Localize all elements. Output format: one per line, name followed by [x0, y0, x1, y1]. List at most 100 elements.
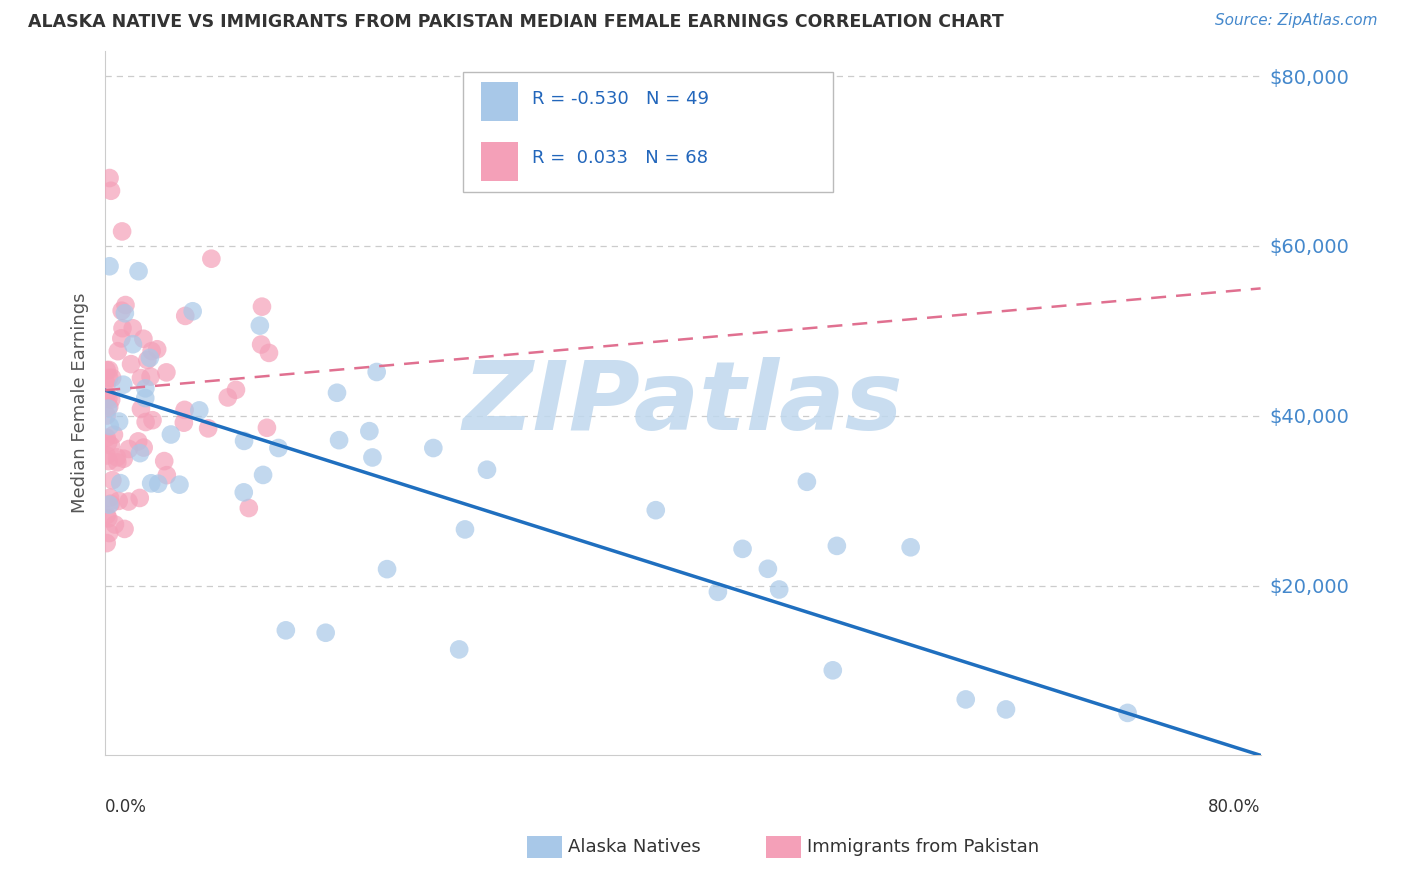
Point — [821, 663, 844, 677]
Point — [250, 300, 273, 314]
Point — [101, 473, 124, 487]
Point — [796, 475, 818, 489]
Point — [97, 401, 120, 416]
Point — [97, 435, 120, 450]
Point — [731, 541, 754, 556]
Point — [454, 523, 477, 537]
Point — [96, 449, 118, 463]
Point — [449, 642, 471, 657]
Point — [98, 259, 121, 273]
Point — [112, 451, 135, 466]
Point — [707, 584, 730, 599]
Point — [217, 391, 239, 405]
Point — [111, 224, 134, 238]
Point — [96, 536, 118, 550]
FancyBboxPatch shape — [481, 143, 517, 181]
Text: Alaska Natives: Alaska Natives — [568, 838, 700, 855]
Point — [249, 318, 271, 333]
Point — [112, 377, 135, 392]
Point — [129, 402, 152, 417]
Text: ALASKA NATIVE VS IMMIGRANTS FROM PAKISTAN MEDIAN FEMALE EARNINGS CORRELATION CHA: ALASKA NATIVE VS IMMIGRANTS FROM PAKISTA… — [28, 13, 1004, 31]
Point — [108, 415, 131, 429]
Point — [134, 391, 156, 405]
Point — [98, 171, 121, 186]
Text: R =  0.033   N = 68: R = 0.033 N = 68 — [531, 149, 707, 167]
Text: ZIPatlas: ZIPatlas — [463, 357, 903, 450]
Point — [200, 252, 222, 266]
Point — [97, 454, 120, 468]
Point — [232, 485, 254, 500]
Point — [96, 363, 118, 377]
Point — [188, 403, 211, 417]
Point — [315, 625, 337, 640]
Point — [100, 184, 122, 198]
Point — [100, 497, 122, 511]
Point — [110, 476, 132, 491]
Point — [100, 438, 122, 452]
Text: 80.0%: 80.0% — [1208, 797, 1261, 815]
Point — [114, 522, 136, 536]
Point — [173, 416, 195, 430]
Point — [173, 403, 195, 417]
Point — [111, 303, 134, 318]
Point — [128, 264, 150, 278]
Text: Immigrants from Pakistan: Immigrants from Pakistan — [807, 838, 1039, 855]
Point — [257, 346, 280, 360]
Point — [141, 476, 163, 491]
Point — [197, 421, 219, 435]
Point — [274, 624, 297, 638]
Point — [98, 498, 121, 512]
Y-axis label: Median Female Earnings: Median Female Earnings — [72, 293, 89, 513]
Point — [141, 344, 163, 359]
Point — [756, 562, 779, 576]
Point — [156, 468, 179, 483]
Point — [169, 477, 191, 491]
Point — [1116, 706, 1139, 720]
Point — [117, 494, 139, 508]
Point — [122, 337, 145, 351]
Point — [97, 511, 120, 525]
Point — [644, 503, 666, 517]
Point — [475, 463, 498, 477]
Point — [146, 343, 169, 357]
Point — [225, 383, 247, 397]
Point — [107, 494, 129, 508]
Point — [114, 306, 136, 320]
Point — [955, 692, 977, 706]
Point — [422, 441, 444, 455]
Point — [114, 298, 136, 312]
Point — [994, 702, 1017, 716]
Point — [155, 365, 177, 379]
Point — [101, 371, 124, 385]
Point — [174, 309, 197, 323]
Point — [359, 424, 381, 438]
Point — [129, 446, 152, 460]
Point — [110, 331, 132, 345]
Point — [98, 371, 121, 385]
Point — [128, 491, 150, 505]
Text: R = -0.530   N = 49: R = -0.530 N = 49 — [531, 89, 709, 108]
Point — [328, 433, 350, 447]
FancyBboxPatch shape — [464, 72, 834, 192]
Point — [153, 454, 176, 468]
Point — [135, 415, 157, 429]
Point — [825, 539, 848, 553]
Point — [129, 371, 152, 385]
Point — [104, 517, 127, 532]
Point — [97, 391, 120, 405]
Point — [132, 441, 155, 455]
Point — [233, 434, 256, 448]
Text: 0.0%: 0.0% — [105, 797, 148, 815]
Point — [105, 455, 128, 469]
Point — [120, 357, 142, 371]
Point — [98, 363, 121, 377]
Point — [103, 427, 125, 442]
Point — [98, 419, 121, 434]
Point — [768, 582, 790, 597]
Point — [107, 344, 129, 359]
Point — [105, 450, 128, 465]
Point — [326, 385, 349, 400]
Point — [98, 491, 121, 505]
Point — [134, 381, 156, 395]
FancyBboxPatch shape — [481, 82, 517, 121]
